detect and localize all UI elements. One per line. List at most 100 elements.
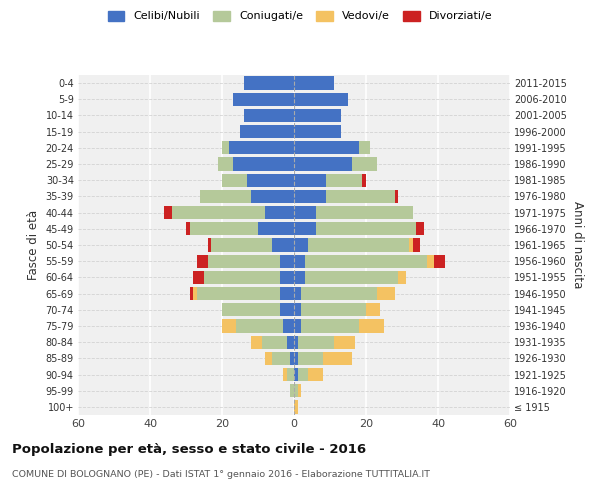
Bar [244, 109, 294, 122]
Y-axis label: Anni di nascita: Anni di nascita [571, 202, 584, 288]
Bar [193, 270, 204, 284]
Bar [229, 141, 294, 154]
Bar [362, 174, 366, 187]
Bar [280, 303, 294, 316]
Bar [294, 92, 348, 106]
Bar [294, 400, 298, 413]
Bar [218, 158, 233, 170]
Bar [294, 287, 301, 300]
Bar [186, 222, 190, 235]
Bar [290, 352, 294, 365]
Bar [280, 270, 294, 284]
Bar [208, 238, 211, 252]
Bar [366, 303, 380, 316]
Bar [298, 336, 334, 349]
Bar [287, 368, 294, 381]
Bar [409, 238, 413, 252]
Bar [208, 254, 280, 268]
Bar [290, 384, 294, 398]
Bar [294, 206, 316, 220]
Bar [251, 190, 294, 203]
Bar [211, 238, 272, 252]
Bar [222, 141, 229, 154]
Bar [190, 287, 193, 300]
Bar [233, 92, 294, 106]
Bar [287, 336, 294, 349]
Bar [294, 141, 359, 154]
Bar [265, 206, 294, 220]
Bar [326, 174, 362, 187]
Y-axis label: Fasce di età: Fasce di età [27, 210, 40, 280]
Bar [294, 320, 301, 332]
Bar [398, 270, 406, 284]
Bar [352, 158, 377, 170]
Bar [244, 76, 294, 90]
Bar [280, 287, 294, 300]
Bar [294, 254, 305, 268]
Legend: Celibi/Nubili, Coniugati/e, Vedovi/e, Divorziati/e: Celibi/Nubili, Coniugati/e, Vedovi/e, Di… [108, 10, 492, 22]
Bar [251, 336, 262, 349]
Bar [272, 238, 294, 252]
Bar [326, 190, 395, 203]
Bar [222, 320, 236, 332]
Bar [265, 352, 272, 365]
Bar [294, 76, 334, 90]
Bar [316, 206, 413, 220]
Bar [283, 320, 294, 332]
Bar [258, 222, 294, 235]
Bar [298, 352, 323, 365]
Bar [323, 352, 352, 365]
Bar [262, 336, 287, 349]
Bar [197, 287, 280, 300]
Text: Popolazione per età, sesso e stato civile - 2016: Popolazione per età, sesso e stato civil… [12, 442, 366, 456]
Bar [283, 368, 287, 381]
Bar [294, 190, 326, 203]
Bar [413, 238, 420, 252]
Bar [236, 320, 283, 332]
Bar [193, 287, 197, 300]
Bar [200, 190, 251, 203]
Bar [301, 303, 366, 316]
Bar [294, 270, 305, 284]
Bar [416, 222, 424, 235]
Bar [308, 368, 323, 381]
Bar [301, 320, 359, 332]
Bar [294, 158, 352, 170]
Bar [301, 287, 377, 300]
Bar [359, 141, 370, 154]
Bar [377, 287, 395, 300]
Bar [247, 174, 294, 187]
Bar [294, 336, 298, 349]
Bar [222, 303, 280, 316]
Bar [272, 352, 290, 365]
Bar [427, 254, 434, 268]
Text: COMUNE DI BOLOGNANO (PE) - Dati ISTAT 1° gennaio 2016 - Elaborazione TUTTITALIA.: COMUNE DI BOLOGNANO (PE) - Dati ISTAT 1°… [12, 470, 430, 479]
Bar [197, 254, 208, 268]
Bar [294, 352, 298, 365]
Bar [294, 368, 298, 381]
Bar [395, 190, 398, 203]
Bar [190, 222, 258, 235]
Bar [434, 254, 445, 268]
Bar [308, 238, 409, 252]
Bar [294, 384, 298, 398]
Bar [294, 174, 326, 187]
Bar [305, 254, 427, 268]
Bar [294, 238, 308, 252]
Bar [334, 336, 355, 349]
Bar [298, 368, 308, 381]
Bar [240, 125, 294, 138]
Bar [204, 270, 280, 284]
Bar [172, 206, 265, 220]
Bar [294, 222, 316, 235]
Bar [294, 125, 341, 138]
Bar [359, 320, 384, 332]
Bar [305, 270, 398, 284]
Bar [164, 206, 172, 220]
Bar [233, 158, 294, 170]
Bar [298, 384, 301, 398]
Bar [316, 222, 416, 235]
Bar [280, 254, 294, 268]
Bar [294, 109, 341, 122]
Bar [294, 303, 301, 316]
